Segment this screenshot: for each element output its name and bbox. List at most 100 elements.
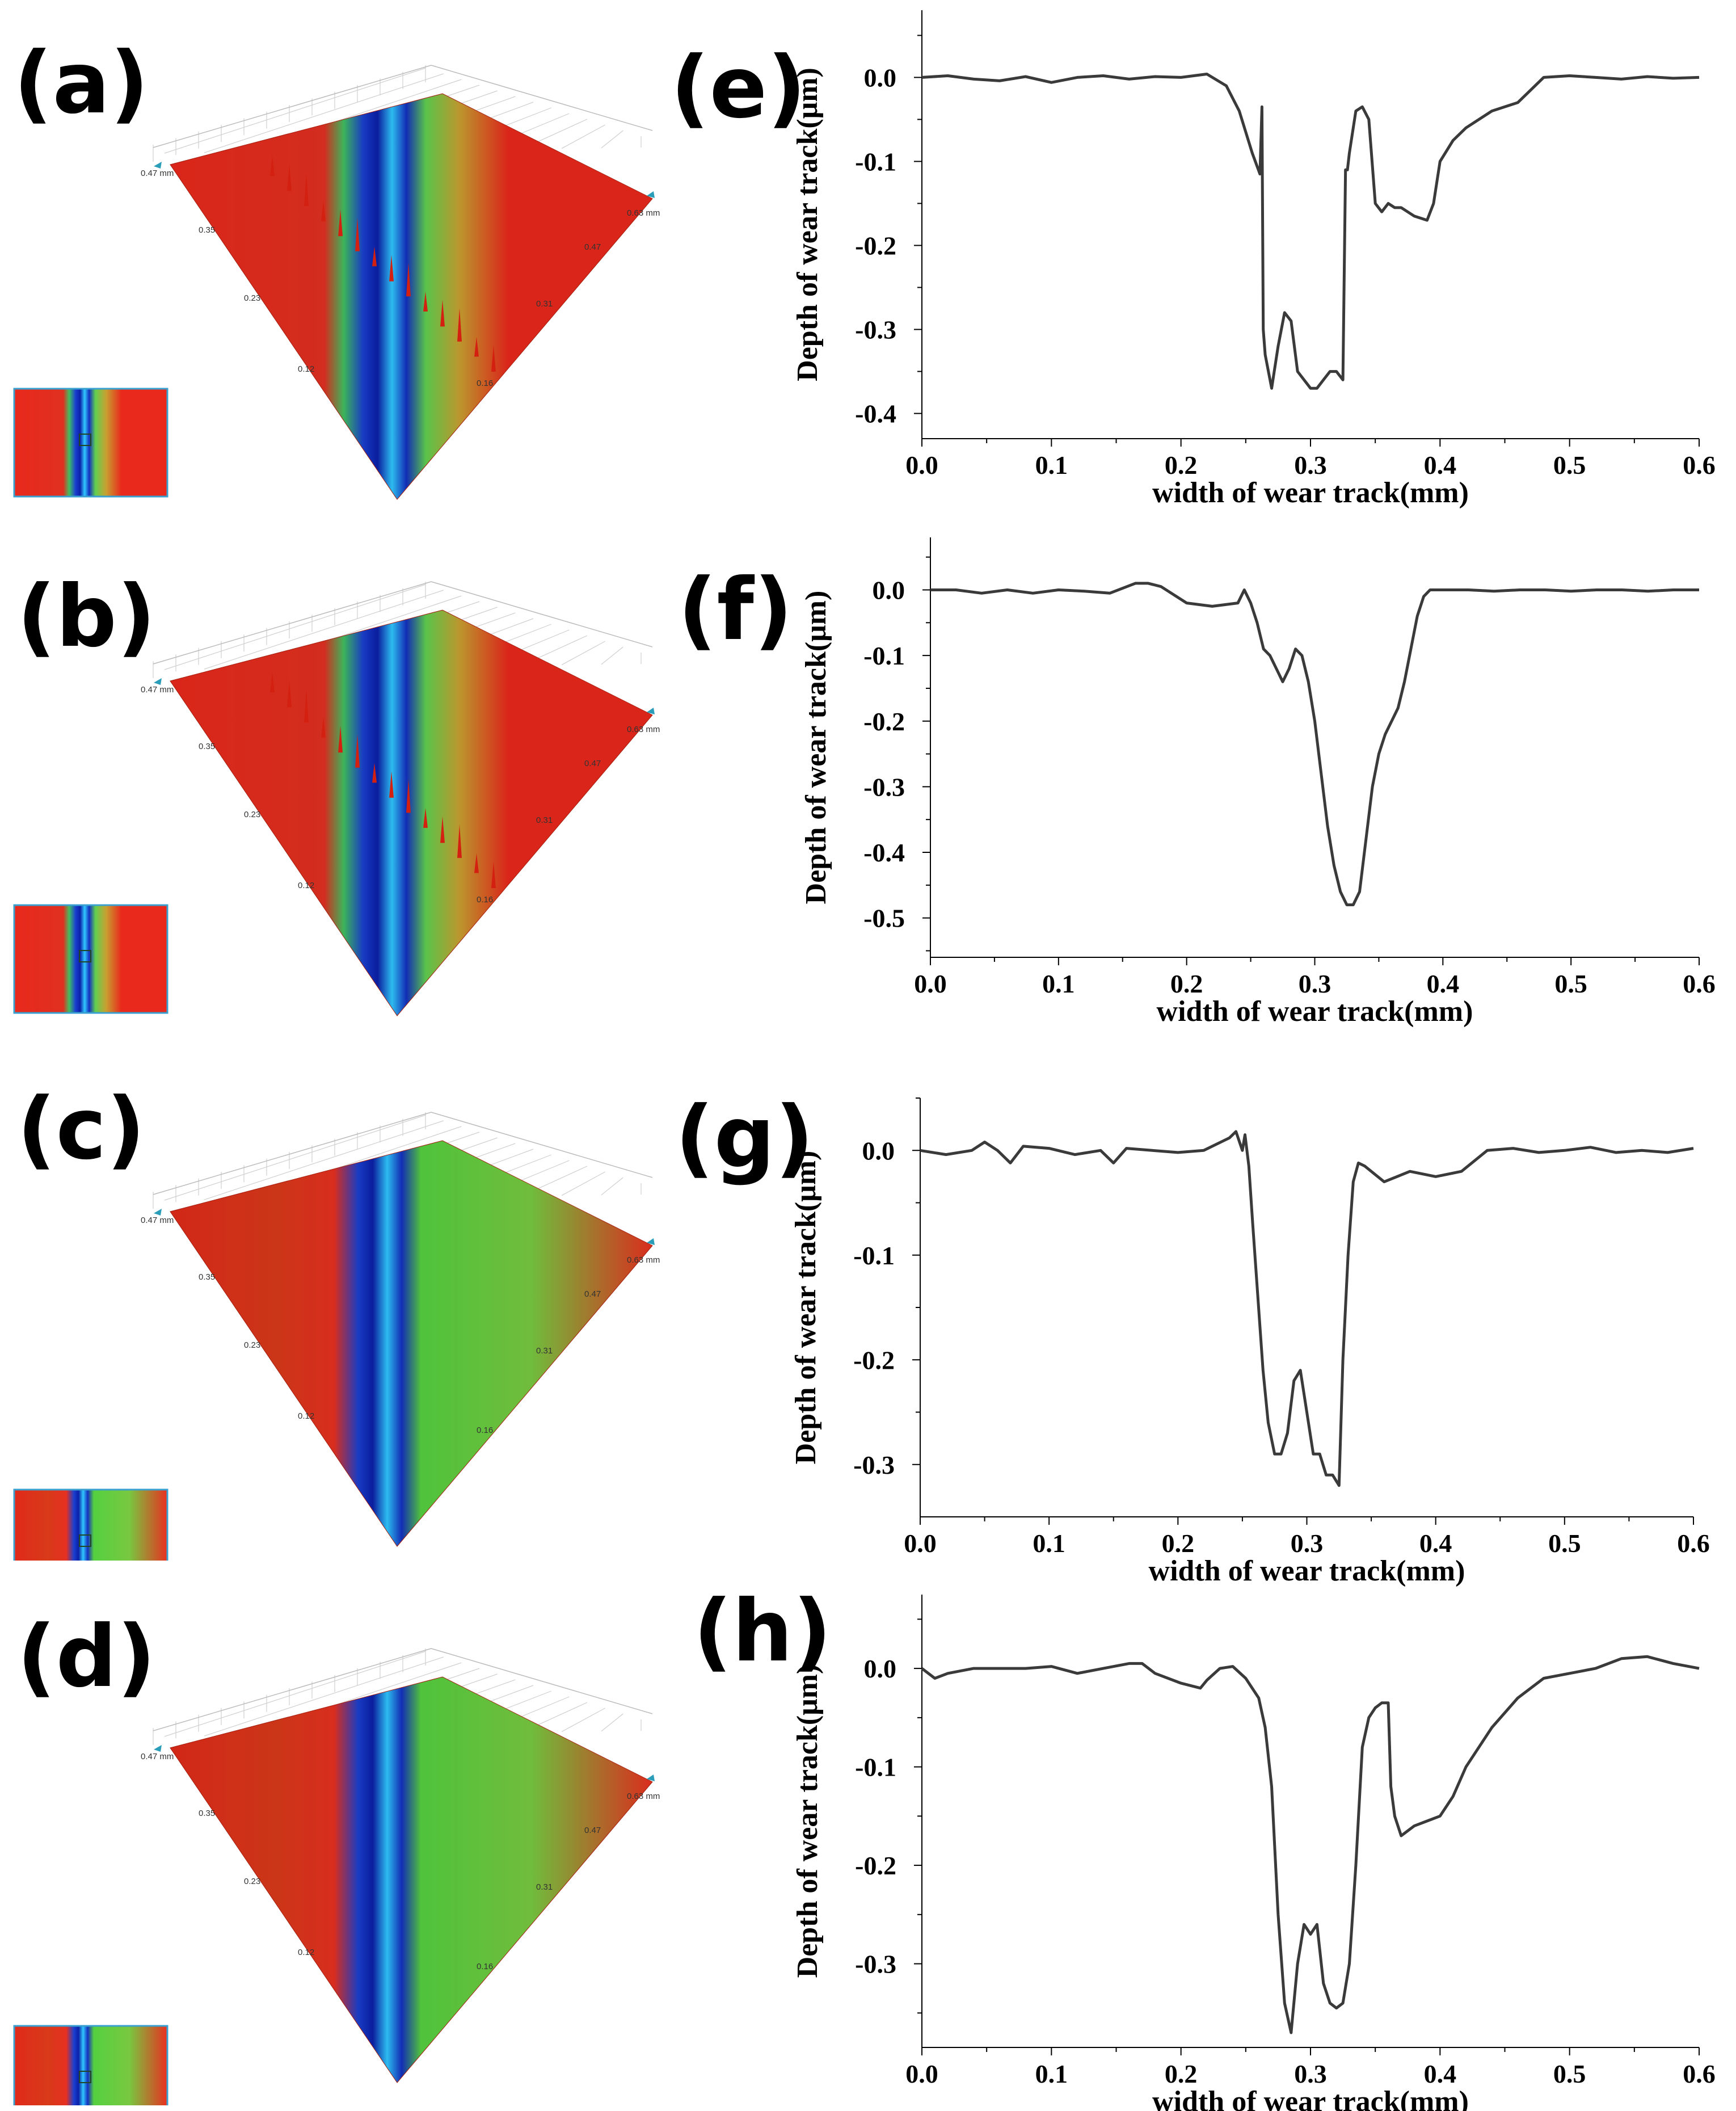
x-tick-label: 0.0	[914, 969, 947, 998]
axis-marker-icon	[647, 1238, 655, 1245]
surface-map-c: 0.47 mm 0.63 mm 0.35 0.23 0.12 0.47 0.31 0.16	[13, 1112, 660, 1561]
x-tick-label: 0.4	[1419, 1529, 1452, 1558]
y-tick-label: -0.3	[853, 1450, 895, 1479]
x-tick-label: 0.5	[1554, 969, 1587, 998]
x-tick-label: 0.1	[1035, 451, 1068, 480]
x-tick-label: 0.3	[1299, 969, 1332, 998]
depth-profile-line	[930, 582, 1699, 906]
x-axis-title: width of wear track(mm)	[1149, 1555, 1465, 1587]
inset-thumbnail	[13, 1488, 168, 1561]
y-tick-label: -0.2	[853, 1345, 895, 1374]
surface-corner-left: 0.47 mm	[141, 1216, 174, 1225]
surface-plane	[170, 1676, 653, 2083]
y-tick-label: 0.0	[873, 576, 905, 605]
x-tick-label: 0.5	[1548, 1529, 1581, 1558]
y-axis-title: Depth of wear track(μm)	[790, 1151, 822, 1465]
x-tick-label: 0.0	[905, 451, 938, 480]
y-tick-label: 0.0	[864, 1654, 897, 1683]
y-tick-label: -0.2	[855, 1851, 896, 1880]
surface-plane	[170, 93, 653, 500]
y-axis-title: Depth of wear track(μm)	[800, 591, 832, 905]
panel-label-d: (d)	[17, 1608, 156, 1706]
x-tick-label: 0.1	[1033, 1529, 1065, 1558]
x-tick-label: 0.2	[1170, 969, 1203, 998]
chart-f: 0.0 0.1 0.2 0.3 0.4 0.5 0.6 0.0 -0.1 -0.2 -0.3 -0.4…	[800, 537, 1716, 1028]
x-axis-title: width of wear track(mm)	[1152, 2085, 1469, 2111]
axis-marker-icon	[154, 1745, 162, 1752]
surface-left-tick: 0.12	[298, 881, 314, 890]
surface-left-tick: 0.35	[199, 1809, 215, 1818]
y-tick-label: 0.0	[864, 63, 897, 92]
x-tick-label: 0.0	[905, 2059, 938, 2088]
y-tick-label: -0.4	[863, 838, 905, 867]
surface-map-d: 0.47 mm 0.63 mm 0.35 0.23 0.12 0.47 0.31 0.16	[13, 1648, 660, 2105]
surface-corner-right: 0.63 mm	[627, 1255, 660, 1265]
x-tick-label: 0.2	[1165, 2059, 1198, 2088]
y-tick-label: 0.0	[862, 1136, 895, 1165]
surface-left-tick: 0.35	[199, 225, 215, 235]
surface-map-b: 0.47 mm 0.63 mm 0.35 0.23 0.12 0.47 0.31 0.16	[13, 581, 660, 1016]
surface-right-tick: 0.16	[477, 1962, 493, 1971]
panel-label-e: (e)	[671, 39, 806, 137]
x-axis-title: width of wear track(mm)	[1157, 995, 1473, 1028]
surface-left-tick: 0.23	[244, 810, 260, 819]
depth-profile-line	[921, 73, 1700, 390]
axis-marker-icon	[647, 1774, 655, 1781]
axis-marker-icon	[647, 191, 655, 198]
panel-label-a: (a)	[14, 34, 149, 133]
inset-selection-marker	[79, 1534, 91, 1547]
surface-left-tick: 0.35	[199, 1272, 215, 1282]
surface-right-tick: 0.31	[536, 1346, 553, 1356]
y-axis-title: Depth of wear track(μm)	[791, 68, 824, 381]
x-tick-label: 0.2	[1165, 451, 1198, 480]
surface-left-tick: 0.12	[298, 1948, 314, 1957]
chart-e: 0.0 0.1 0.2 0.3 0.4 0.5 0.6 0.0 -0.1 -0.2 -0.3 -0.4…	[791, 10, 1716, 509]
surface-left-tick: 0.23	[244, 1340, 260, 1350]
x-tick-label: 0.0	[904, 1529, 937, 1558]
surface-right-tick: 0.31	[536, 299, 553, 309]
surface-plane	[170, 1140, 653, 1547]
y-tick-label: -0.4	[855, 400, 896, 428]
panel-label-b: (b)	[17, 567, 156, 666]
inset-selection-marker	[79, 434, 91, 446]
axis-marker-icon	[647, 708, 655, 714]
x-tick-label: 0.6	[1677, 1529, 1710, 1558]
axis-marker-icon	[154, 1209, 162, 1216]
y-tick-label: -0.2	[863, 707, 905, 736]
depth-profile-line	[920, 1130, 1694, 1487]
surface-right-tick: 0.47	[584, 242, 601, 252]
depth-profile-line	[921, 1655, 1700, 2034]
axis-marker-icon	[154, 678, 162, 685]
surface-corner-right: 0.63 mm	[627, 725, 660, 734]
x-tick-label: 0.4	[1424, 451, 1457, 480]
x-tick-label: 0.4	[1427, 969, 1460, 998]
x-tick-label: 0.6	[1683, 969, 1716, 998]
x-tick-label: 0.3	[1291, 1529, 1324, 1558]
x-tick-label: 0.1	[1035, 2059, 1068, 2088]
surface-right-tick: 0.31	[536, 815, 553, 825]
x-tick-label: 0.1	[1042, 969, 1075, 998]
y-tick-label: -0.3	[863, 772, 905, 801]
surface-left-tick: 0.35	[199, 742, 215, 751]
axis-marker-icon	[154, 162, 162, 169]
surface-plane	[170, 609, 653, 1016]
inset-selection-marker	[79, 950, 91, 962]
x-tick-label: 0.4	[1424, 2059, 1457, 2088]
surface-right-tick: 0.47	[584, 1826, 601, 1835]
x-tick-label: 0.6	[1683, 2059, 1716, 2088]
surface-left-tick: 0.12	[298, 1411, 314, 1421]
surface-corner-left: 0.47 mm	[141, 169, 174, 178]
y-tick-label: -0.3	[855, 316, 896, 344]
y-tick-label: -0.2	[855, 232, 896, 260]
x-tick-label: 0.2	[1162, 1529, 1195, 1558]
panel-label-f: (f)	[678, 561, 793, 659]
y-tick-label: -0.1	[855, 147, 896, 176]
y-tick-label: -0.1	[853, 1241, 895, 1270]
x-tick-label: 0.3	[1294, 2059, 1327, 2088]
surface-left-tick: 0.23	[244, 293, 260, 303]
surface-right-tick: 0.47	[584, 1289, 601, 1299]
surface-corner-right: 0.63 mm	[627, 208, 660, 218]
y-tick-label: -0.3	[855, 1950, 896, 1979]
y-tick-label: -0.1	[863, 641, 905, 670]
y-tick-label: -0.5	[863, 904, 905, 933]
